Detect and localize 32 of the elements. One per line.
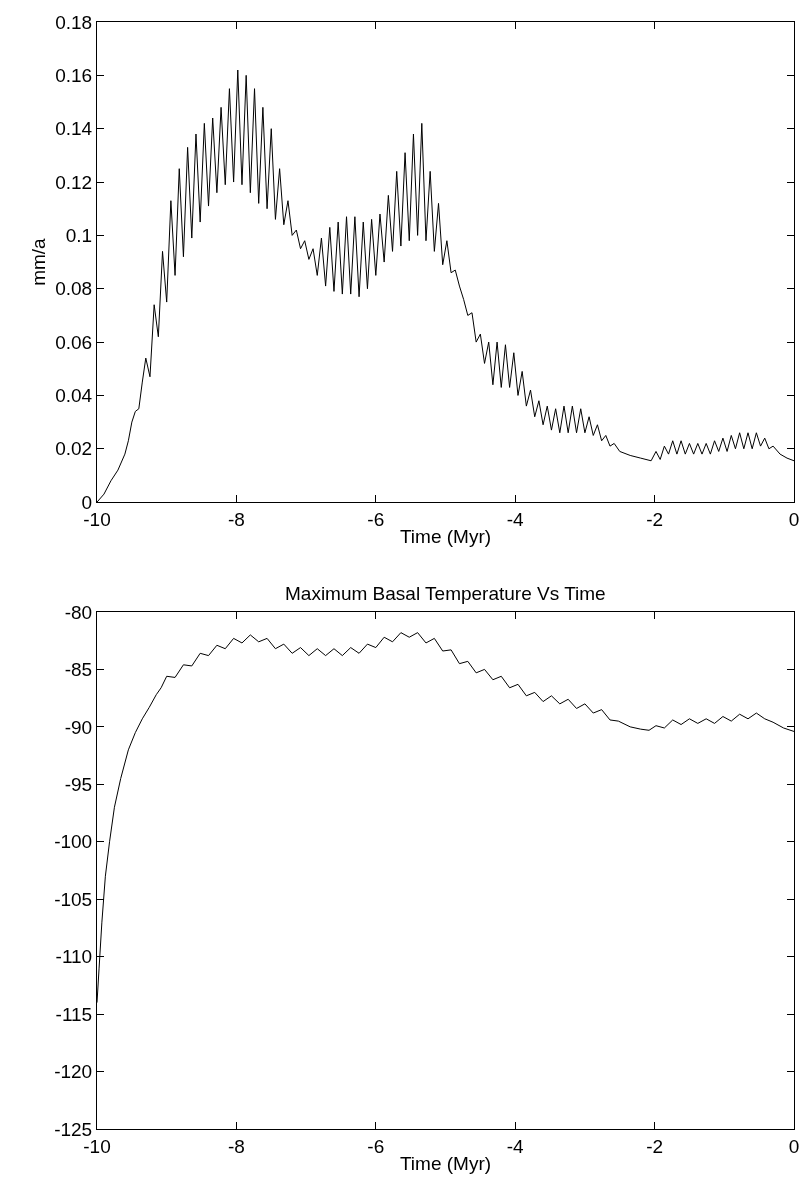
y-tick-label: 0.18 <box>55 11 93 33</box>
y-tick-label: 0.02 <box>55 438 93 460</box>
y-tick-label: -120 <box>54 1061 93 1083</box>
x-axis-title: Time (Myr) <box>399 1152 492 1174</box>
chart-title: Maximum Basal Temperature Vs Time <box>285 583 606 604</box>
y-tick-label: 0.1 <box>65 225 93 247</box>
x-tick-label: 0 <box>788 1135 800 1157</box>
x-tick-label: -6 <box>367 1135 385 1157</box>
y-tick-label: -85 <box>64 659 93 681</box>
y-tick-label: -110 <box>55 946 93 968</box>
x-tick-label: -2 <box>646 1135 664 1157</box>
y-tick-label: 0.12 <box>55 171 93 193</box>
y-tick-label: 0.14 <box>55 118 93 140</box>
y-tick-label: -80 <box>64 601 93 623</box>
x-tick-label: -4 <box>506 1135 525 1157</box>
y-tick-label: -95 <box>64 773 93 795</box>
x-tick-label: -6 <box>367 508 385 530</box>
y-tick-label: 0.16 <box>55 65 93 86</box>
y-tick-label: -100 <box>54 831 93 853</box>
y-axis-title: mm/a <box>28 237 50 286</box>
x-tick-label: 0 <box>788 508 800 530</box>
y-tick-label: -115 <box>55 1003 93 1025</box>
y-tick-label: 0.06 <box>55 331 93 353</box>
y-tick-label: -105 <box>54 888 93 910</box>
y-tick-label: 0.04 <box>55 385 93 407</box>
y-tick-label: 0.08 <box>55 278 93 300</box>
x-tick-label: -4 <box>506 508 525 530</box>
x-tick-label: -2 <box>646 508 664 530</box>
x-tick-label: -8 <box>227 1135 245 1157</box>
x-tick-label: -8 <box>227 508 245 530</box>
x-axis-title: Time (Myr) <box>399 525 492 547</box>
y-tick-label: -90 <box>64 716 93 738</box>
